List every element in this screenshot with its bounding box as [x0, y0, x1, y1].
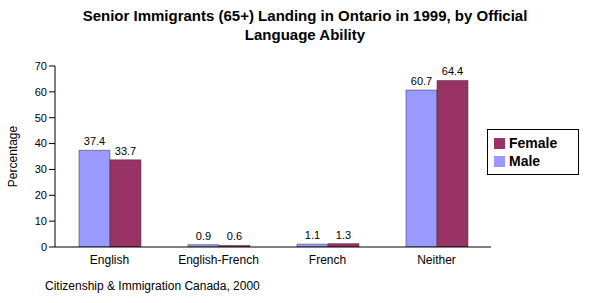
svg-text:English-French: English-French — [178, 253, 259, 267]
svg-text:Neither: Neither — [417, 253, 456, 267]
svg-text:50: 50 — [35, 112, 47, 124]
svg-text:60.7: 60.7 — [411, 75, 432, 87]
svg-text:20: 20 — [35, 189, 47, 201]
html-text:Male: Male — [509, 152, 541, 169]
svg-text:0: 0 — [41, 241, 47, 253]
svg-text:Percentage: Percentage — [8, 125, 20, 187]
svg-text:10: 10 — [35, 215, 47, 227]
svg-text:40: 40 — [35, 137, 47, 149]
html-text:Citizenship & Immigration Cana: Citizenship & Immigration Canada, 2000 — [45, 279, 260, 293]
svg-text:37.4: 37.4 — [84, 135, 105, 147]
html-text:Senior Immigrants (65+) Landin: Senior Immigrants (65+) Landing in Ontar… — [82, 7, 528, 43]
svg-text:0.9: 0.9 — [196, 230, 211, 242]
html-text:Female: Female — [509, 134, 558, 151]
svg-text:French: French — [309, 253, 346, 267]
svg-text:33.7: 33.7 — [115, 145, 136, 157]
svg-text:1.1: 1.1 — [305, 229, 320, 241]
svg-text:1.3: 1.3 — [336, 229, 351, 241]
svg-text:70: 70 — [35, 60, 47, 72]
svg-text:0.6: 0.6 — [227, 230, 242, 242]
svg-text:English: English — [90, 253, 129, 267]
svg-text:60: 60 — [35, 86, 47, 98]
svg-text:30: 30 — [35, 163, 47, 175]
svg-text:64.4: 64.4 — [442, 65, 463, 77]
